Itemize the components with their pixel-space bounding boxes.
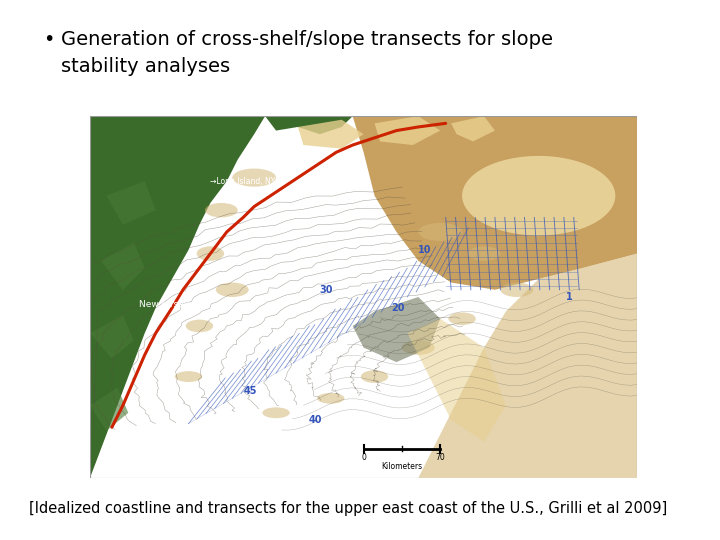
- Text: [Idealized coastline and transects for the upper east coast of the U.S., Grilli : [Idealized coastline and transects for t…: [29, 501, 667, 516]
- Ellipse shape: [500, 282, 534, 297]
- Polygon shape: [298, 120, 364, 148]
- Polygon shape: [353, 297, 440, 362]
- Ellipse shape: [402, 340, 435, 355]
- Polygon shape: [408, 319, 506, 442]
- Ellipse shape: [467, 246, 500, 261]
- Text: stability analyses: stability analyses: [61, 57, 230, 76]
- Text: New Jersey: New Jersey: [139, 300, 189, 309]
- Text: Kilometers: Kilometers: [382, 462, 423, 471]
- Polygon shape: [90, 388, 128, 431]
- Polygon shape: [90, 116, 265, 478]
- Polygon shape: [418, 254, 637, 478]
- Ellipse shape: [186, 320, 213, 332]
- Ellipse shape: [418, 223, 462, 241]
- Ellipse shape: [175, 371, 202, 382]
- Polygon shape: [90, 315, 134, 359]
- Polygon shape: [353, 116, 637, 290]
- Polygon shape: [107, 181, 156, 225]
- Ellipse shape: [317, 393, 344, 404]
- Ellipse shape: [361, 370, 388, 383]
- Ellipse shape: [216, 282, 248, 297]
- Ellipse shape: [205, 203, 238, 218]
- Text: 30: 30: [320, 285, 333, 295]
- Text: Generation of cross-shelf/slope transects for slope: Generation of cross-shelf/slope transect…: [61, 30, 553, 49]
- Ellipse shape: [449, 312, 476, 325]
- Text: 20: 20: [391, 303, 405, 313]
- Polygon shape: [90, 116, 353, 134]
- Ellipse shape: [197, 246, 224, 261]
- Polygon shape: [451, 116, 495, 141]
- Text: 45: 45: [243, 386, 257, 396]
- Text: 0: 0: [361, 453, 366, 462]
- Ellipse shape: [233, 168, 276, 187]
- Text: 10: 10: [418, 245, 432, 255]
- Polygon shape: [374, 116, 440, 145]
- Polygon shape: [101, 242, 145, 290]
- Ellipse shape: [262, 407, 289, 418]
- Ellipse shape: [462, 156, 616, 235]
- Text: 70: 70: [436, 453, 445, 462]
- Text: 40: 40: [309, 415, 323, 425]
- Text: 1: 1: [566, 292, 573, 302]
- Text: →Long Island, NY: →Long Island, NY: [210, 177, 276, 186]
- Text: •: •: [43, 30, 55, 49]
